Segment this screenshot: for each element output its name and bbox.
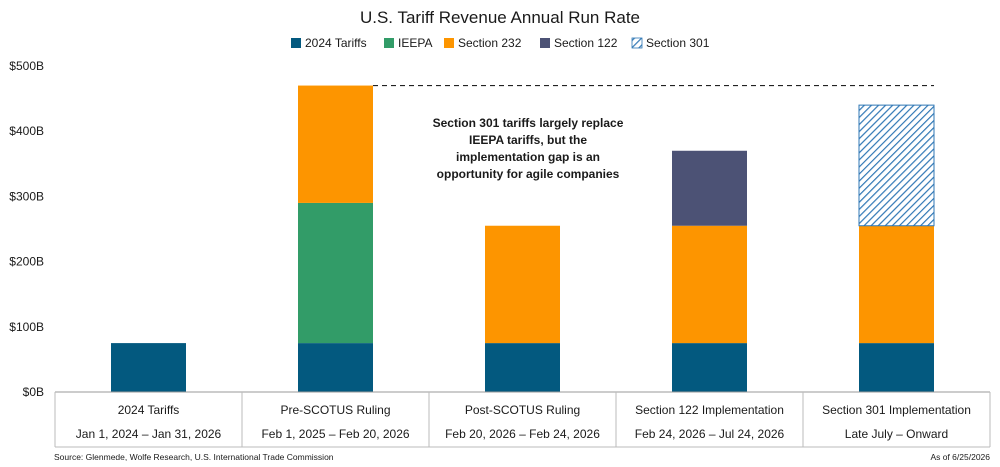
category-label: 2024 Tariffs	[118, 403, 180, 417]
as-of-date: As of 6/25/2026	[930, 452, 990, 462]
bar-segment	[672, 225, 747, 344]
source-note: Source: Glenmede, Wolfe Research, U.S. I…	[54, 452, 334, 462]
y-tick-label: $0B	[23, 385, 44, 399]
annotation-line: Section 301 tariffs largely replace	[433, 116, 624, 130]
category-date-range: Feb 1, 2025 – Feb 20, 2026	[261, 427, 409, 441]
y-axis: $0B $100B $200B $300B $400B $500B	[9, 59, 44, 399]
category-date-range: Feb 24, 2026 – Jul 24, 2026	[635, 427, 785, 441]
bar-segment	[298, 85, 373, 203]
annotation-line: opportunity for agile companies	[437, 167, 620, 181]
y-tick-label: $100B	[9, 320, 44, 334]
legend-label: 2024 Tariffs	[305, 36, 367, 50]
category-table: 2024 Tariffs Jan 1, 2024 – Jan 31, 2026 Pr…	[54, 391, 991, 448]
bar-segment	[111, 343, 186, 392]
bars	[111, 85, 935, 392]
legend-label: IEEPA	[398, 36, 432, 50]
legend-swatch	[291, 38, 301, 48]
category-date-range: Late July – Onward	[845, 427, 948, 441]
y-tick-label: $400B	[9, 124, 44, 138]
legend-label: Section 301	[646, 36, 710, 50]
category-label: Post-SCOTUS Ruling	[465, 403, 580, 417]
annotation: Section 301 tariffs largely replace IEEPA…	[433, 116, 624, 181]
category-label: Pre-SCOTUS Ruling	[280, 403, 390, 417]
bar-segment	[485, 225, 560, 344]
bar-segment	[298, 343, 373, 392]
category-date-range: Jan 1, 2024 – Jan 31, 2026	[76, 427, 222, 441]
bar-segment	[859, 225, 934, 344]
y-tick-label: $200B	[9, 255, 44, 269]
bar-segment	[858, 104, 935, 227]
bar-segment	[672, 343, 747, 392]
y-tick-label: $300B	[9, 189, 44, 203]
y-tick-label: $500B	[9, 59, 44, 73]
bar-segment	[672, 150, 747, 226]
legend-swatch	[444, 38, 454, 48]
legend-swatch	[540, 38, 550, 48]
bar-segment	[485, 343, 560, 392]
bar-segment	[298, 202, 373, 344]
legend-swatch	[631, 37, 643, 49]
category-date-range: Feb 20, 2026 – Feb 24, 2026	[445, 427, 600, 441]
category-label: Section 122 Implementation	[635, 403, 784, 417]
annotation-line: IEEPA tariffs, but the	[469, 133, 587, 147]
annotation-line: implementation gap is an	[456, 150, 600, 164]
bar-segment	[859, 343, 934, 392]
chart-title: U.S. Tariff Revenue Annual Run Rate	[360, 8, 640, 27]
legend-label: Section 122	[554, 36, 618, 50]
legend-swatch	[384, 38, 394, 48]
legend: 2024 Tariffs IEEPA Section 232 Section 122 S…	[291, 36, 710, 50]
category-label: Section 301 Implementation	[822, 403, 971, 417]
legend-label: Section 232	[458, 36, 522, 50]
